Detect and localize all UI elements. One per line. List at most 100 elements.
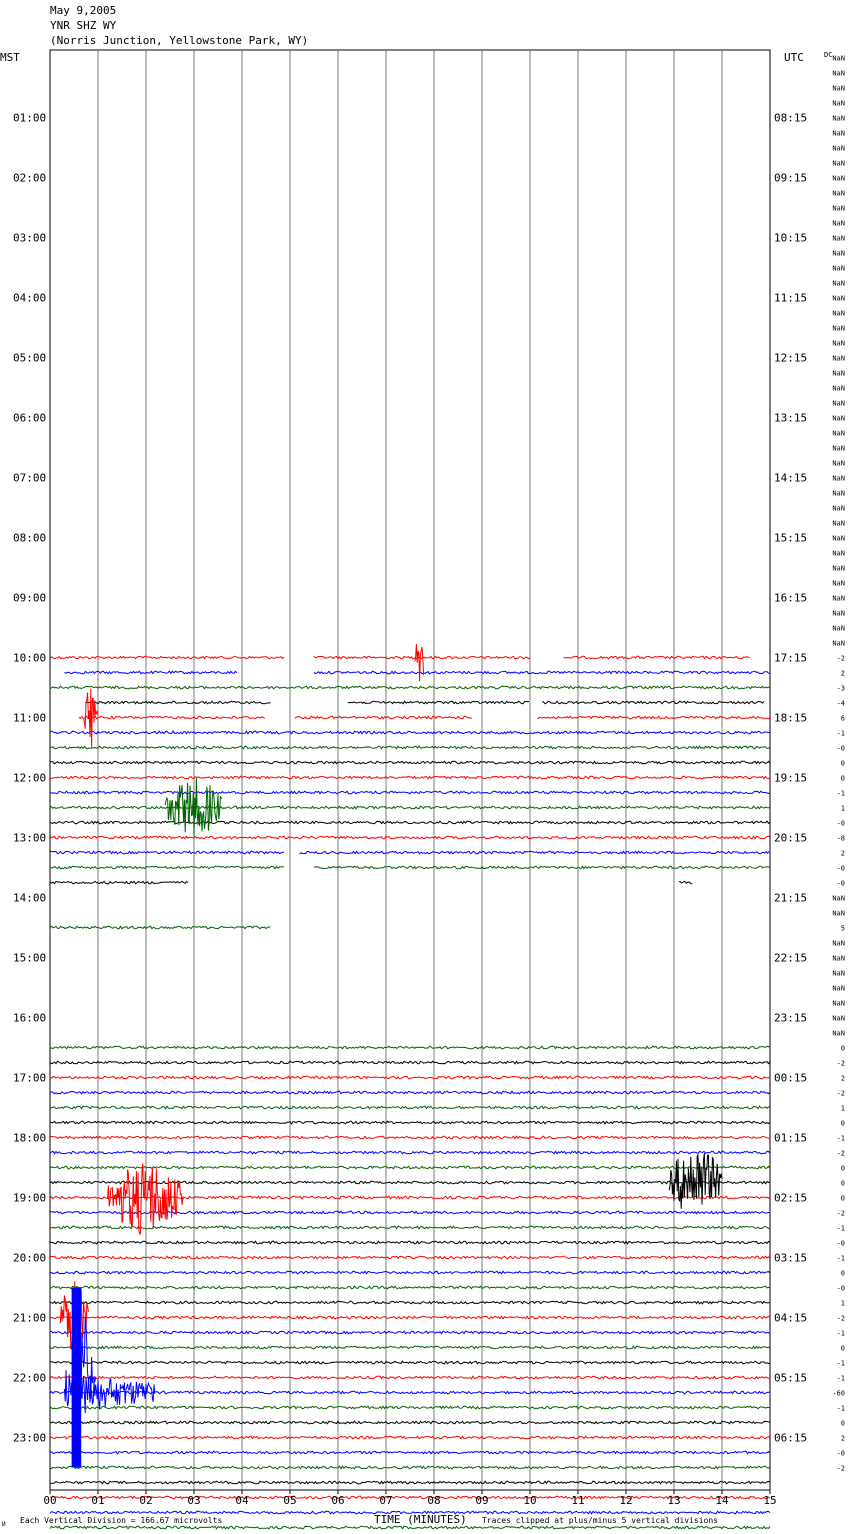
dc-offset-label: -2 bbox=[837, 1150, 845, 1158]
footer-right-note: Traces clipped at plus/minus 5 vertical … bbox=[482, 1516, 718, 1525]
dc-offset-label: NaN bbox=[832, 280, 845, 288]
minute-gridlines bbox=[97, 50, 723, 1490]
dc-offset-label: -0 bbox=[837, 865, 845, 873]
x-tick-label: 04 bbox=[235, 1494, 249, 1507]
x-tick-label: 13 bbox=[667, 1494, 680, 1507]
dc-offset-label: NaN bbox=[832, 535, 845, 543]
seismic-trace-segment bbox=[678, 880, 693, 885]
dc-column-label: DC bbox=[824, 51, 832, 59]
utc-tick-label: 16:15 bbox=[774, 592, 807, 605]
utc-tick-label: 20:15 bbox=[774, 832, 807, 845]
seismic-trace-segment bbox=[313, 865, 771, 870]
seismic-trace-segment bbox=[49, 850, 285, 855]
dc-offset-label: NaN bbox=[832, 640, 845, 648]
seismic-trace-segment bbox=[347, 700, 530, 705]
dc-offset-label: NaN bbox=[832, 385, 845, 393]
mst-tick-label: 23:00 bbox=[13, 1432, 46, 1445]
dc-offset-label: NaN bbox=[832, 1015, 845, 1023]
seismic-event-burst bbox=[414, 643, 425, 682]
dc-offset-label: NaN bbox=[832, 1030, 845, 1038]
seismic-trace-segment bbox=[49, 1525, 771, 1530]
dc-offset-label: NaN bbox=[832, 295, 845, 303]
seismic-trace-segment bbox=[49, 1330, 771, 1335]
dc-offset-label: -1 bbox=[837, 1225, 845, 1233]
seismic-trace-segment bbox=[49, 1165, 771, 1170]
utc-tick-label: 23:15 bbox=[774, 1012, 807, 1025]
dc-offset-label: -1 bbox=[837, 1330, 845, 1338]
dc-offset-label: NaN bbox=[832, 985, 845, 993]
dc-offset-label: NaN bbox=[832, 115, 845, 123]
right-axis-label: UTC bbox=[784, 51, 804, 64]
seismic-trace-segment bbox=[50, 1225, 771, 1230]
seismic-trace-segment bbox=[49, 835, 771, 840]
dc-offset-label: NaN bbox=[832, 265, 845, 273]
dc-offset-label: -1 bbox=[837, 1135, 845, 1143]
mst-tick-label: 22:00 bbox=[13, 1372, 46, 1385]
seismic-trace-segment bbox=[49, 730, 771, 735]
dc-offset-label: NaN bbox=[832, 430, 845, 438]
dc-offset-label: NaN bbox=[832, 175, 845, 183]
dc-offset-label: NaN bbox=[832, 940, 845, 948]
seismic-trace-segment bbox=[49, 1270, 771, 1275]
dc-offset-label: -1 bbox=[837, 1375, 845, 1383]
x-tick-label: 06 bbox=[331, 1494, 344, 1507]
clipped-event-block bbox=[71, 1287, 82, 1468]
dc-offset-label: 0 bbox=[841, 1420, 845, 1428]
seismic-trace-segment bbox=[49, 1240, 771, 1245]
dc-offset-label: -1 bbox=[837, 1255, 845, 1263]
x-tick-label: 00 bbox=[43, 1494, 56, 1507]
utc-tick-label: 02:15 bbox=[774, 1192, 807, 1205]
mst-tick-label: 04:00 bbox=[13, 292, 46, 305]
seismic-trace-segment bbox=[537, 715, 770, 720]
dc-offset-label: NaN bbox=[832, 445, 845, 453]
utc-tick-label: 18:15 bbox=[774, 712, 807, 725]
mst-tick-label: 03:00 bbox=[13, 232, 46, 245]
dc-offset-label: NaN bbox=[832, 460, 845, 468]
seismic-trace-segment bbox=[49, 805, 771, 810]
dc-offset-label: -2 bbox=[837, 1315, 845, 1323]
seismic-trace-segment bbox=[49, 1510, 771, 1515]
seismic-trace-segment bbox=[49, 1405, 771, 1410]
x-tick-label: 08 bbox=[427, 1494, 440, 1507]
seismic-trace-segment bbox=[49, 1420, 771, 1425]
dc-offset-label: NaN bbox=[832, 970, 845, 978]
dc-offset-label: -60 bbox=[832, 1390, 845, 1398]
utc-tick-label: 09:15 bbox=[774, 172, 807, 185]
seismic-event-burst bbox=[668, 1153, 723, 1209]
utc-tick-label: 10:15 bbox=[774, 232, 807, 245]
dc-offset-label: NaN bbox=[832, 100, 845, 108]
seismic-trace-segment bbox=[49, 1135, 770, 1140]
seismic-trace-segment bbox=[50, 1285, 771, 1290]
dc-offset-label: NaN bbox=[832, 550, 845, 558]
dc-offset-label: 0 bbox=[841, 1270, 845, 1278]
dc-offset-label: 5 bbox=[841, 925, 845, 933]
seismic-trace-segment bbox=[49, 1375, 770, 1380]
dc-offset-label: -3 bbox=[837, 685, 845, 693]
mst-tick-label: 16:00 bbox=[13, 1012, 46, 1025]
seismic-trace-segment bbox=[49, 1180, 771, 1185]
seismic-event-burst bbox=[83, 688, 99, 748]
dc-offset-label: NaN bbox=[832, 355, 845, 363]
dc-offset-label: NaN bbox=[832, 475, 845, 483]
left-axis-label: MST bbox=[0, 51, 20, 64]
dc-offset-label: -2 bbox=[837, 1210, 845, 1218]
dc-offset-label: NaN bbox=[832, 625, 845, 633]
dc-offset-label: -1 bbox=[837, 1405, 845, 1413]
seismic-trace-segment bbox=[78, 715, 266, 720]
dc-offset-label: 0 bbox=[841, 1345, 845, 1353]
mst-tick-label: 02:00 bbox=[13, 172, 46, 185]
seismic-trace-segment bbox=[49, 820, 771, 825]
mst-tick-label: 08:00 bbox=[13, 532, 46, 545]
x-axis-label: TIME (MINUTES) bbox=[374, 1513, 467, 1526]
seismic-trace-segment bbox=[49, 1345, 771, 1350]
dc-offset-label: -4 bbox=[837, 700, 845, 708]
dc-offset-label: 0 bbox=[841, 1045, 845, 1053]
mst-tick-label: 09:00 bbox=[13, 592, 46, 605]
dc-offset-label: NaN bbox=[832, 85, 845, 93]
utc-tick-label: 12:15 bbox=[774, 352, 807, 365]
dc-offset-label: NaN bbox=[832, 1000, 845, 1008]
dc-offset-label: -8 bbox=[837, 835, 845, 843]
utc-tick-label: 22:15 bbox=[774, 952, 807, 965]
dc-offset-label: NaN bbox=[832, 595, 845, 603]
